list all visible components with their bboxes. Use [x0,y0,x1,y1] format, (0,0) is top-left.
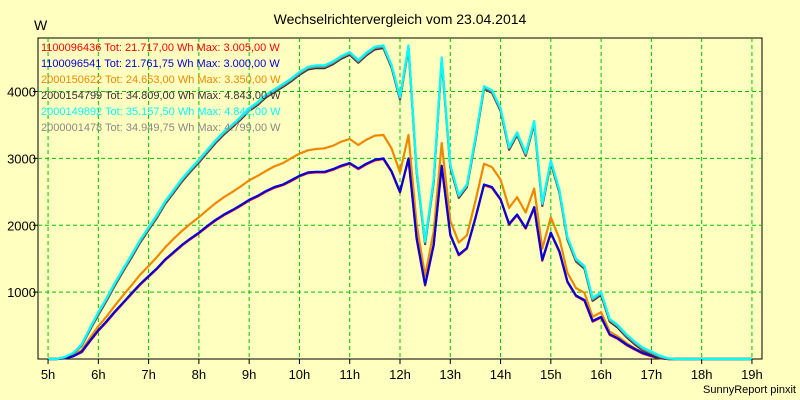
series-lines [48,44,752,361]
x-tick-label: 9h [242,367,256,382]
legend: 1100096436 Tot: 21.717,00 Wh Max: 3.005,… [41,42,281,134]
legend-entry-2000149892: 2000149892 Tot: 35.157,50 Wh Max: 4.842,… [41,106,281,118]
x-tick-label: 8h [192,367,206,382]
chart-title: Wechselrichtervergleich vom 23.04.2014 [274,11,527,27]
x-tick-label: 19h [741,367,763,382]
x-tick-label: 7h [141,367,155,382]
series-line-2000149892 [48,44,752,361]
grid [38,38,762,359]
legend-entry-2000154799: 2000154799 Tot: 34.809,00 Wh Max: 4.843,… [41,90,281,102]
x-tick-label: 13h [439,367,461,382]
legend-entry-2000150622: 2000150622 Tot: 24.653,00 Wh Max: 3.350,… [41,74,281,86]
y-axis-label: W [34,17,48,33]
footer-credit: SunnyReport pinxit [703,384,796,396]
y-tick-label: 2000 [7,218,36,233]
x-tick-label: 14h [490,367,512,382]
plot-area [37,37,763,360]
y-tick-label: 4000 [7,85,36,100]
x-axis-ticks: 5h 6h 7h 8h 9h 10h 11h 12h 13h 14h 15h 16h 17h 18h 19h [41,359,763,382]
y-axis-ticks: 1000 2000 3000 4000 [7,85,38,300]
legend-entry-1100096541: 1100096541 Tot: 21.761,75 Wh Max: 3.000,… [41,58,280,70]
x-tick-label: 18h [691,367,713,382]
y-tick-label: 3000 [7,151,36,166]
x-tick-label: 6h [91,367,105,382]
y-tick-label: 1000 [7,285,36,300]
x-tick-label: 16h [590,367,612,382]
x-tick-label: 17h [641,367,663,382]
x-tick-label: 12h [389,367,411,382]
x-tick-label: 10h [289,367,311,382]
legend-entry-2000001478: 2000001478 Tot: 34.949,75 Wh Max: 4.799,… [41,122,281,134]
x-tick-label: 15h [540,367,562,382]
x-tick-label: 5h [41,367,55,382]
series-line-1100096541 [48,157,752,361]
legend-entry-1100096436: 1100096436 Tot: 21.717,00 Wh Max: 3.005,… [41,42,280,54]
x-tick-label: 11h [339,367,360,382]
